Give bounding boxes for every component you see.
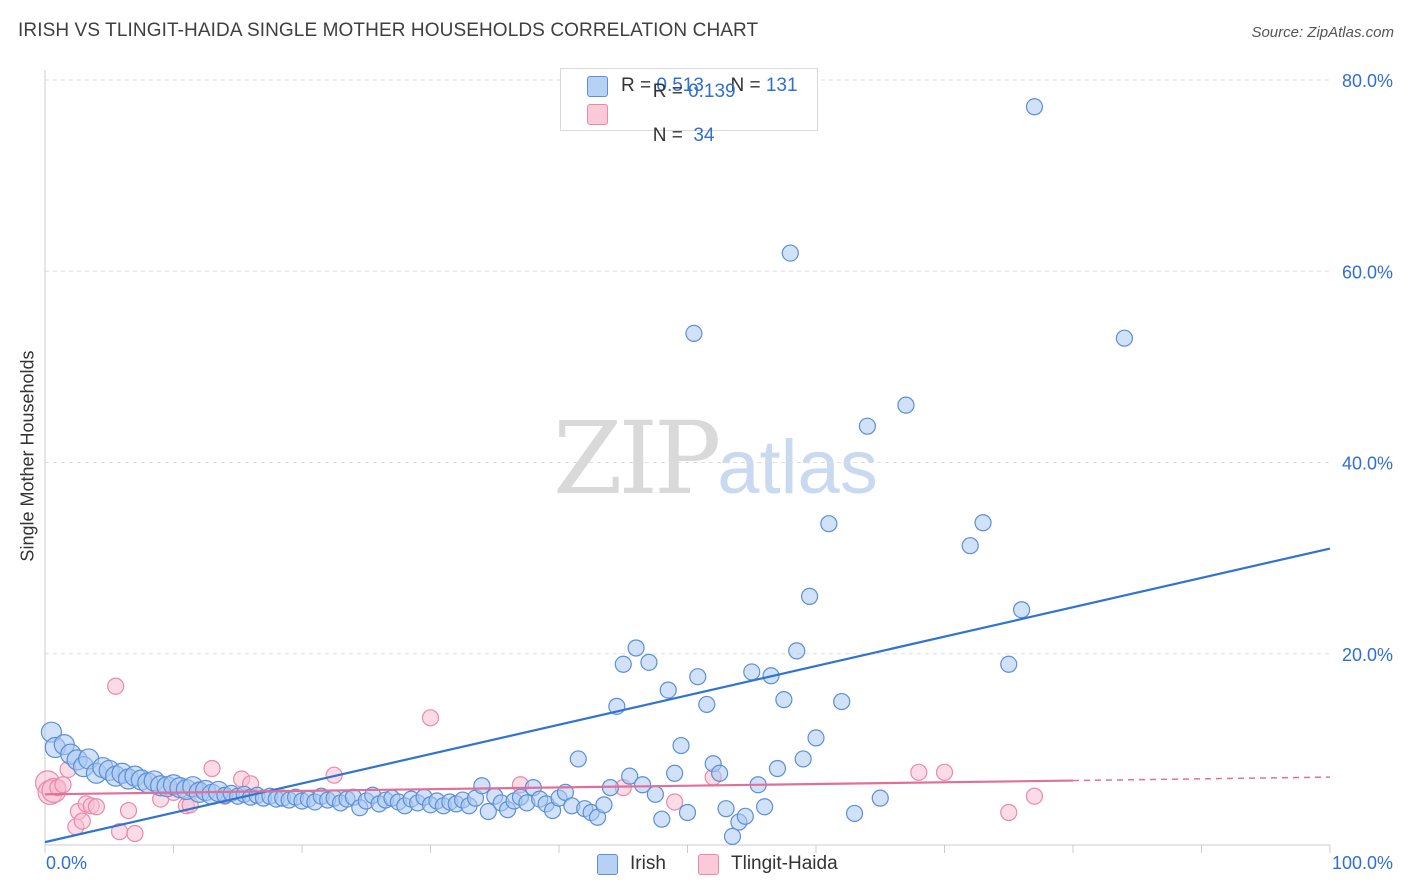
bottom-legend-swatch-tlingit-haida bbox=[698, 853, 719, 875]
point-irish bbox=[788, 642, 806, 660]
point-irish bbox=[646, 785, 664, 803]
x-tick-label: 0.0% bbox=[46, 853, 87, 873]
legend-n-value: 131 bbox=[765, 75, 798, 96]
point-irish bbox=[479, 802, 497, 821]
bottom-legend-irish: Irish bbox=[597, 852, 666, 876]
point-irish bbox=[807, 729, 825, 747]
legend-r-value: 0.139 bbox=[688, 81, 736, 102]
point-irish bbox=[845, 804, 864, 823]
point-irish bbox=[794, 750, 812, 768]
point-irish bbox=[685, 324, 703, 343]
point-tlingit-haida bbox=[107, 677, 125, 695]
point-irish bbox=[627, 639, 645, 657]
point-irish bbox=[781, 244, 799, 262]
source-label: Source: ZipAtlas.com bbox=[1251, 24, 1394, 41]
legend-r-value: 0.513 bbox=[656, 75, 704, 96]
point-irish bbox=[833, 692, 851, 711]
point-tlingit-haida bbox=[1025, 787, 1044, 805]
point-tlingit-haida bbox=[119, 801, 138, 820]
point-tlingit-haida bbox=[910, 763, 928, 781]
bottom-legend-label-tlingit-haida: Tlingit-Haida bbox=[731, 853, 838, 874]
point-tlingit-haida bbox=[935, 763, 954, 781]
point-tlingit-haida bbox=[1000, 803, 1018, 822]
point-irish bbox=[1025, 98, 1044, 116]
point-irish bbox=[640, 653, 658, 671]
point-irish bbox=[653, 810, 671, 828]
legend-text-irish: R = 0.513 N = 131 bbox=[621, 75, 798, 97]
trend-line-dashed-tlingit-haida bbox=[1072, 776, 1331, 782]
point-irish bbox=[871, 789, 889, 807]
point-irish bbox=[621, 767, 639, 785]
point-irish bbox=[1115, 329, 1134, 347]
point-tlingit-haida bbox=[54, 776, 72, 794]
y-tick-label: 20.0% bbox=[1342, 645, 1393, 665]
y-tick-label: 40.0% bbox=[1342, 454, 1393, 474]
legend-n-label: N = bbox=[730, 75, 766, 96]
point-irish bbox=[974, 514, 992, 532]
point-irish bbox=[698, 695, 716, 714]
legend-r-label: R = bbox=[652, 81, 689, 102]
y-tick-label: 80.0% bbox=[1342, 71, 1393, 91]
point-irish bbox=[858, 417, 877, 435]
legend-text-tlingit-haida: R = 0.139 N = 34 bbox=[621, 59, 736, 169]
correlation-legend: R = 0.513 N = 131 R = 0.139 N = 34 bbox=[560, 68, 818, 146]
point-tlingit-haida bbox=[126, 824, 144, 843]
legend-n-label: N = bbox=[652, 125, 689, 146]
legend-swatch-tlingit-haida bbox=[587, 104, 608, 125]
point-irish bbox=[717, 800, 735, 818]
legend-swatch-irish bbox=[587, 76, 608, 97]
watermark-zip: ZIP bbox=[553, 400, 721, 517]
point-irish bbox=[678, 803, 697, 822]
point-irish bbox=[743, 663, 761, 681]
point-tlingit-haida bbox=[73, 812, 91, 830]
point-tlingit-haida bbox=[666, 793, 684, 811]
point-irish bbox=[775, 691, 793, 709]
point-irish bbox=[672, 736, 690, 755]
point-irish bbox=[961, 537, 979, 555]
point-irish bbox=[689, 668, 707, 686]
point-irish bbox=[897, 396, 915, 414]
point-irish bbox=[666, 764, 684, 782]
point-irish bbox=[659, 681, 677, 699]
bottom-legend-label-irish: Irish bbox=[630, 853, 666, 874]
point-irish bbox=[768, 759, 787, 778]
point-irish bbox=[595, 796, 613, 814]
watermark: ZIPatlas bbox=[553, 400, 878, 517]
point-irish bbox=[614, 655, 632, 673]
point-irish bbox=[473, 777, 491, 795]
point-irish bbox=[569, 750, 587, 768]
point-tlingit-haida bbox=[203, 759, 221, 778]
point-irish bbox=[723, 827, 742, 845]
trend-line-irish bbox=[44, 547, 1331, 844]
point-irish bbox=[820, 515, 838, 533]
legend-r-label: R = bbox=[621, 75, 657, 96]
point-irish bbox=[736, 807, 754, 825]
bottom-legend-tlingit-haida: Tlingit-Haida bbox=[698, 852, 838, 876]
point-irish bbox=[1000, 655, 1018, 673]
bottom-legend-swatch-irish bbox=[597, 853, 618, 875]
point-tlingit-haida bbox=[421, 709, 440, 727]
point-irish bbox=[800, 587, 819, 605]
chart-title: IRISH VS TLINGIT-HAIDA SINGLE MOTHER HOU… bbox=[18, 20, 759, 41]
point-irish bbox=[1012, 601, 1031, 619]
point-irish bbox=[633, 776, 652, 794]
y-tick-label: 60.0% bbox=[1342, 262, 1393, 282]
watermark-atlas: atlas bbox=[717, 425, 878, 510]
x-tick-label: 100.0% bbox=[1332, 853, 1393, 873]
trend-line-tlingit-haida bbox=[44, 779, 1074, 796]
point-irish bbox=[711, 764, 729, 782]
legend-n-value: 34 bbox=[688, 125, 715, 146]
point-tlingit-haida bbox=[87, 798, 106, 816]
point-irish bbox=[755, 798, 774, 816]
